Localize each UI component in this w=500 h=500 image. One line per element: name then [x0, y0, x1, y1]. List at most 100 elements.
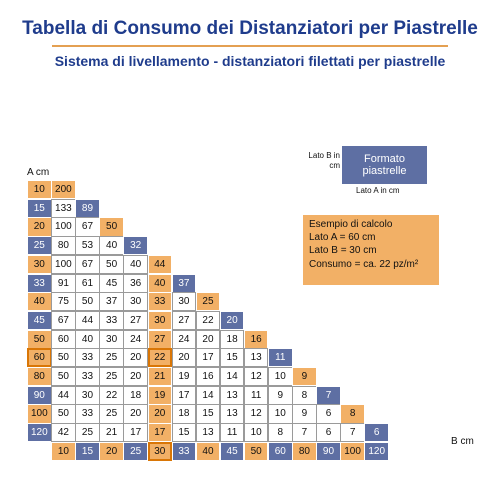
table-cell: 133 — [51, 198, 76, 218]
example-line: Esempio di calcolo — [309, 219, 393, 230]
row-header-a: 40 — [27, 292, 52, 312]
table-cell: 30 — [75, 385, 100, 405]
table-cell: 8 — [340, 404, 365, 424]
legend-format-box: Formato piastrelle — [342, 146, 427, 184]
table-cell: 15 — [195, 404, 221, 424]
table-cell: 24 — [171, 329, 197, 349]
table-cell: 14 — [195, 385, 221, 405]
table-cell: 45 — [99, 273, 124, 293]
table-cell: 16 — [243, 329, 269, 349]
table-cell: 20 — [123, 404, 148, 424]
table-cell: 40 — [147, 273, 173, 293]
table-cell: 27 — [123, 310, 148, 331]
table-cell: 91 — [51, 273, 76, 293]
table-cell: 67 — [51, 310, 76, 331]
column-header-b: 25 — [123, 441, 148, 461]
table-cell: 9 — [292, 367, 317, 387]
row-header-a: 120 — [27, 423, 52, 443]
table-cell: 10 — [268, 367, 293, 387]
table-cell: 18 — [171, 404, 197, 424]
example-line: Lato A = 60 cm — [309, 232, 376, 244]
row-header-a: 25 — [27, 236, 52, 256]
table-cell: 50 — [51, 348, 76, 368]
table-cell: 7 — [316, 385, 341, 405]
column-header-b: 60 — [268, 441, 293, 461]
column-header-b: 100 — [340, 441, 365, 461]
example-line: Lato B = 30 cm — [309, 245, 377, 257]
column-header-b: 40 — [195, 441, 221, 461]
table-cell: 10 — [243, 423, 269, 443]
page-subtitle: Sistema di livellamento - distanziatori … — [54, 53, 446, 69]
table-cell: 15 — [219, 348, 245, 368]
example-calculation-box: Esempio di calcolo Lato A = 60 cm Lato B… — [303, 215, 439, 285]
table-cell: 37 — [99, 292, 124, 312]
table-cell: 25 — [99, 348, 124, 368]
table-cell: 33 — [75, 404, 100, 424]
column-header-b: 30 — [147, 441, 173, 461]
table-cell: 44 — [147, 254, 173, 274]
table-cell: 15 — [171, 423, 197, 443]
table-cell: 60 — [51, 329, 76, 349]
table-cell: 6 — [316, 404, 341, 424]
table-cell: 7 — [292, 423, 317, 443]
legend-bottom-label: Lato A in cm — [356, 186, 400, 195]
column-header-b: 33 — [171, 441, 197, 461]
table-cell: 6 — [364, 423, 389, 443]
table-cell: 50 — [51, 367, 76, 387]
axis-label-b: B cm — [451, 436, 474, 447]
table-cell: 11 — [243, 385, 269, 405]
table-cell: 17 — [147, 423, 173, 443]
table-cell: 44 — [75, 310, 100, 331]
row-header-a: 80 — [27, 367, 52, 387]
table-cell: 25 — [195, 292, 221, 312]
table-cell: 67 — [75, 217, 100, 237]
column-header-b: 90 — [316, 441, 341, 461]
row-header-a: 100 — [27, 404, 52, 424]
table-cell: 200 — [51, 180, 76, 200]
table-cell: 10 — [268, 404, 293, 424]
table-cell: 12 — [243, 367, 269, 387]
table-cell: 27 — [171, 310, 197, 331]
title-underline — [52, 45, 448, 47]
table-cell: 33 — [147, 292, 173, 312]
table-cell: 100 — [51, 254, 76, 274]
table-cell: 32 — [123, 236, 148, 256]
table-cell: 27 — [147, 329, 173, 349]
legend-side-label: Lato B in cm — [308, 151, 340, 170]
table-cell: 21 — [147, 367, 173, 387]
table-cell: 20 — [123, 348, 148, 368]
column-header-b: 50 — [243, 441, 269, 461]
column-header-b: 15 — [75, 441, 100, 461]
row-header-a: 10 — [27, 180, 52, 200]
column-header-b: 10 — [51, 441, 76, 461]
table-cell: 19 — [147, 385, 173, 405]
table-cell: 20 — [195, 329, 221, 349]
table-cell: 89 — [75, 198, 100, 218]
table-cell: 42 — [51, 423, 76, 443]
table-cell: 44 — [51, 385, 76, 405]
table-cell: 30 — [123, 292, 148, 312]
table-cell: 14 — [219, 367, 245, 387]
table-cell: 67 — [75, 254, 100, 274]
table-cell: 20 — [219, 310, 245, 331]
table-cell: 80 — [51, 236, 76, 256]
row-header-a: 15 — [27, 198, 52, 218]
table-cell: 36 — [123, 273, 148, 293]
table-cell: 40 — [123, 254, 148, 274]
axis-label-a: A cm — [27, 167, 50, 178]
table-cell: 25 — [75, 423, 100, 443]
table-cell: 22 — [147, 348, 173, 368]
row-header-a: 50 — [27, 329, 52, 349]
table-cell: 12 — [243, 404, 269, 424]
table-cell: 50 — [51, 404, 76, 424]
table-cell: 20 — [171, 348, 197, 368]
table-cell: 21 — [99, 423, 124, 443]
table-cell: 75 — [51, 292, 76, 312]
table-cell: 50 — [75, 292, 100, 312]
row-header-a: 60 — [27, 348, 52, 368]
table-cell: 6 — [316, 423, 341, 443]
table-cell: 30 — [171, 292, 197, 312]
table-cell: 22 — [99, 385, 124, 405]
table-cell: 20 — [123, 367, 148, 387]
table-cell: 9 — [292, 404, 317, 424]
